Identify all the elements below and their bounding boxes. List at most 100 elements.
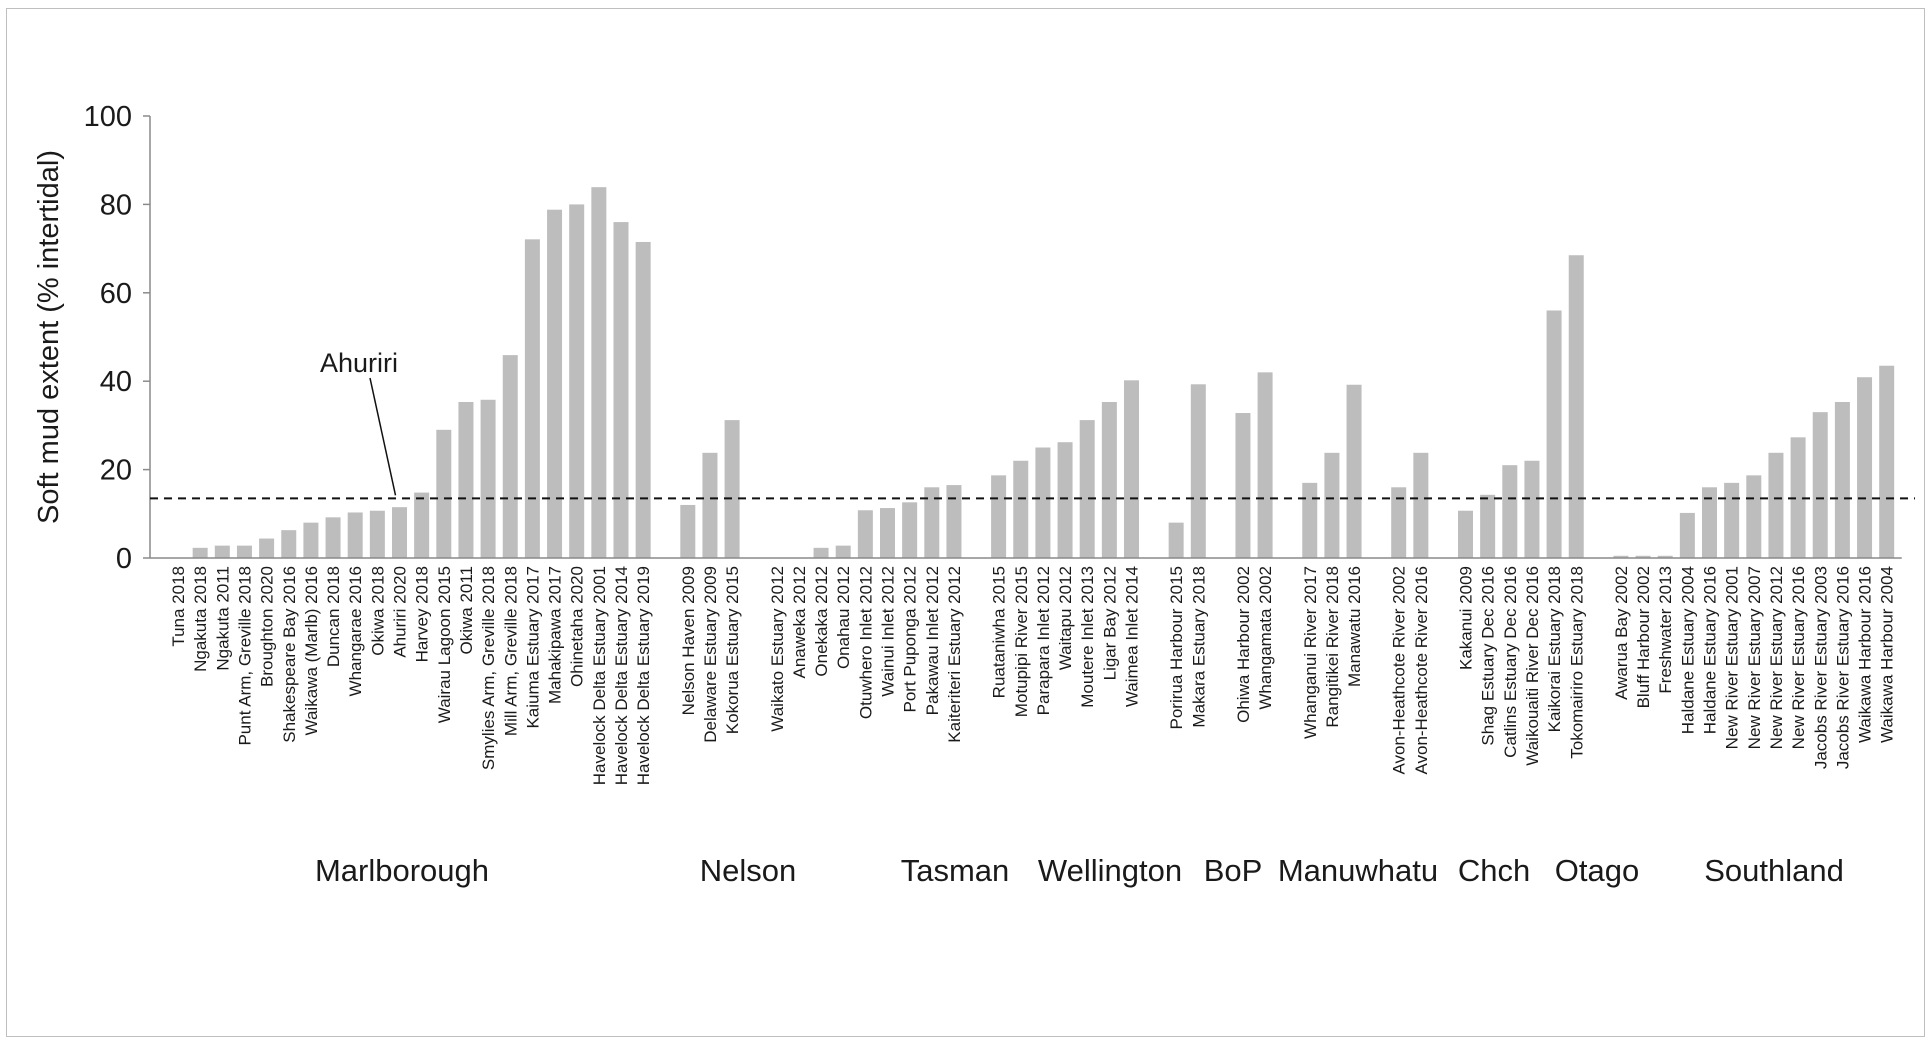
region-label: Marlborough bbox=[315, 853, 489, 888]
category-label: Pakawau Inlet 2012 bbox=[923, 566, 942, 715]
bar bbox=[281, 530, 297, 558]
category-label: Otuwhero Inlet 2012 bbox=[856, 566, 875, 719]
bar bbox=[924, 487, 940, 558]
category-label: Rangitikei River 2018 bbox=[1323, 566, 1342, 728]
category-label: Duncan 2018 bbox=[324, 566, 343, 667]
y-axis-title: Soft mud extent (% intertidal) bbox=[33, 150, 65, 524]
bar bbox=[1458, 510, 1473, 558]
category-label: Ohiwa Harbour 2002 bbox=[1234, 566, 1253, 723]
bar bbox=[1768, 452, 1784, 558]
bar bbox=[1502, 465, 1518, 558]
category-label: Ohinetaha 2020 bbox=[568, 566, 587, 687]
category-label: Waikouaiti River Dec 2016 bbox=[1523, 566, 1542, 766]
category-label: Wainui Inlet 2012 bbox=[879, 566, 898, 697]
bar bbox=[1812, 412, 1828, 558]
category-label: Moutere Inlet 2013 bbox=[1078, 566, 1097, 708]
category-label: Kaikorai Estuary 2018 bbox=[1545, 566, 1564, 732]
bar bbox=[1035, 447, 1051, 558]
category-label: Ligar Bay 2012 bbox=[1100, 566, 1119, 680]
bar bbox=[635, 241, 651, 558]
annotation-leader-line bbox=[369, 377, 397, 496]
category-label: Kokorua Estuary 2015 bbox=[723, 566, 742, 734]
bar bbox=[1679, 512, 1695, 558]
category-label: Kaiteriteri Estuary 2012 bbox=[945, 566, 964, 743]
y-tick-label: 100 bbox=[84, 101, 132, 133]
category-label: Ngakuta 2011 bbox=[213, 566, 232, 671]
category-label: Delaware Estuary 2009 bbox=[701, 566, 720, 743]
bar bbox=[214, 545, 230, 558]
bar bbox=[1124, 380, 1139, 558]
category-label: New River Estuary 2001 bbox=[1723, 566, 1742, 749]
category-label: Jacobs River Estuary 2016 bbox=[1833, 566, 1852, 769]
y-tick-label: 40 bbox=[100, 366, 132, 398]
bar bbox=[1257, 372, 1273, 558]
category-label: Whangarae 2016 bbox=[346, 566, 365, 696]
bar bbox=[591, 187, 607, 559]
category-label: Haldane Estuary 2016 bbox=[1701, 566, 1720, 734]
category-label: Wairau Lagoon 2015 bbox=[435, 566, 454, 723]
category-label: Harvey 2018 bbox=[413, 566, 432, 662]
bar bbox=[702, 452, 718, 558]
bar bbox=[325, 517, 341, 558]
bar bbox=[524, 239, 540, 558]
bar bbox=[1346, 384, 1362, 558]
bar bbox=[1724, 482, 1740, 558]
y-tick-label: 20 bbox=[100, 455, 132, 487]
category-label: Ahuriri 2020 bbox=[391, 566, 410, 658]
category-label: Punt Arm, Greville 2018 bbox=[235, 566, 254, 746]
bar bbox=[1480, 494, 1496, 558]
bar bbox=[1657, 555, 1673, 558]
bar bbox=[1834, 401, 1850, 558]
category-label: Avon-Heathcote River 2016 bbox=[1412, 566, 1431, 775]
bar bbox=[724, 420, 740, 558]
category-label: Waitapu 2012 bbox=[1056, 566, 1075, 670]
region-label: Southland bbox=[1704, 853, 1844, 888]
region-label: BoP bbox=[1204, 853, 1263, 888]
category-label: Nelson Haven 2009 bbox=[679, 566, 698, 715]
category-label: Mahakipawa 2017 bbox=[546, 566, 565, 704]
category-label: Tokomairiro Estuary 2018 bbox=[1567, 566, 1586, 759]
category-label: Freshwater 2013 bbox=[1656, 566, 1675, 694]
chart-frame bbox=[6, 8, 1925, 1037]
bar bbox=[436, 429, 452, 558]
region-label: Wellington bbox=[1038, 853, 1182, 888]
category-label: Broughton 2020 bbox=[258, 566, 277, 687]
bar bbox=[991, 475, 1007, 558]
category-label: New River Estuary 2012 bbox=[1767, 566, 1786, 749]
bar bbox=[1057, 442, 1073, 558]
region-label: Otago bbox=[1555, 853, 1639, 888]
category-label: Haldane Estuary 2004 bbox=[1678, 566, 1697, 734]
bar bbox=[1635, 555, 1651, 558]
bar bbox=[835, 545, 851, 558]
bar bbox=[880, 508, 895, 558]
category-label: Waikawa Harbour 2004 bbox=[1878, 566, 1897, 743]
category-label: Mill Arm, Greville 2018 bbox=[501, 566, 520, 736]
category-label: Porirua Harbour 2015 bbox=[1167, 566, 1186, 729]
bar bbox=[857, 510, 873, 558]
category-label: Avon-Heathcote River 2002 bbox=[1390, 566, 1409, 775]
category-label: New River Estuary 2007 bbox=[1745, 566, 1764, 749]
category-label: Shag Estuary Dec 2016 bbox=[1479, 566, 1498, 746]
bar bbox=[259, 538, 275, 558]
region-label: Nelson bbox=[700, 853, 797, 888]
y-tick-label: 60 bbox=[100, 278, 132, 310]
annotation-label: Ahuriri bbox=[320, 348, 398, 378]
bar bbox=[236, 545, 252, 558]
bar bbox=[613, 222, 629, 558]
category-label: Bluff Harbour 2002 bbox=[1634, 566, 1653, 708]
bar bbox=[1879, 365, 1895, 558]
bar bbox=[347, 512, 363, 558]
bar bbox=[946, 485, 962, 558]
bar bbox=[1101, 401, 1117, 558]
region-label: Manuwhatu bbox=[1278, 853, 1438, 888]
bar bbox=[1546, 310, 1562, 558]
bar bbox=[547, 209, 563, 559]
bar bbox=[1190, 384, 1206, 558]
category-label: Whanganui River 2017 bbox=[1301, 566, 1320, 739]
bar bbox=[1524, 460, 1540, 558]
category-label: New River Estuary 2016 bbox=[1789, 566, 1808, 749]
category-label: Smylies Arm, Greville 2018 bbox=[479, 566, 498, 770]
bar bbox=[1857, 377, 1873, 558]
region-label: Tasman bbox=[901, 853, 1010, 888]
